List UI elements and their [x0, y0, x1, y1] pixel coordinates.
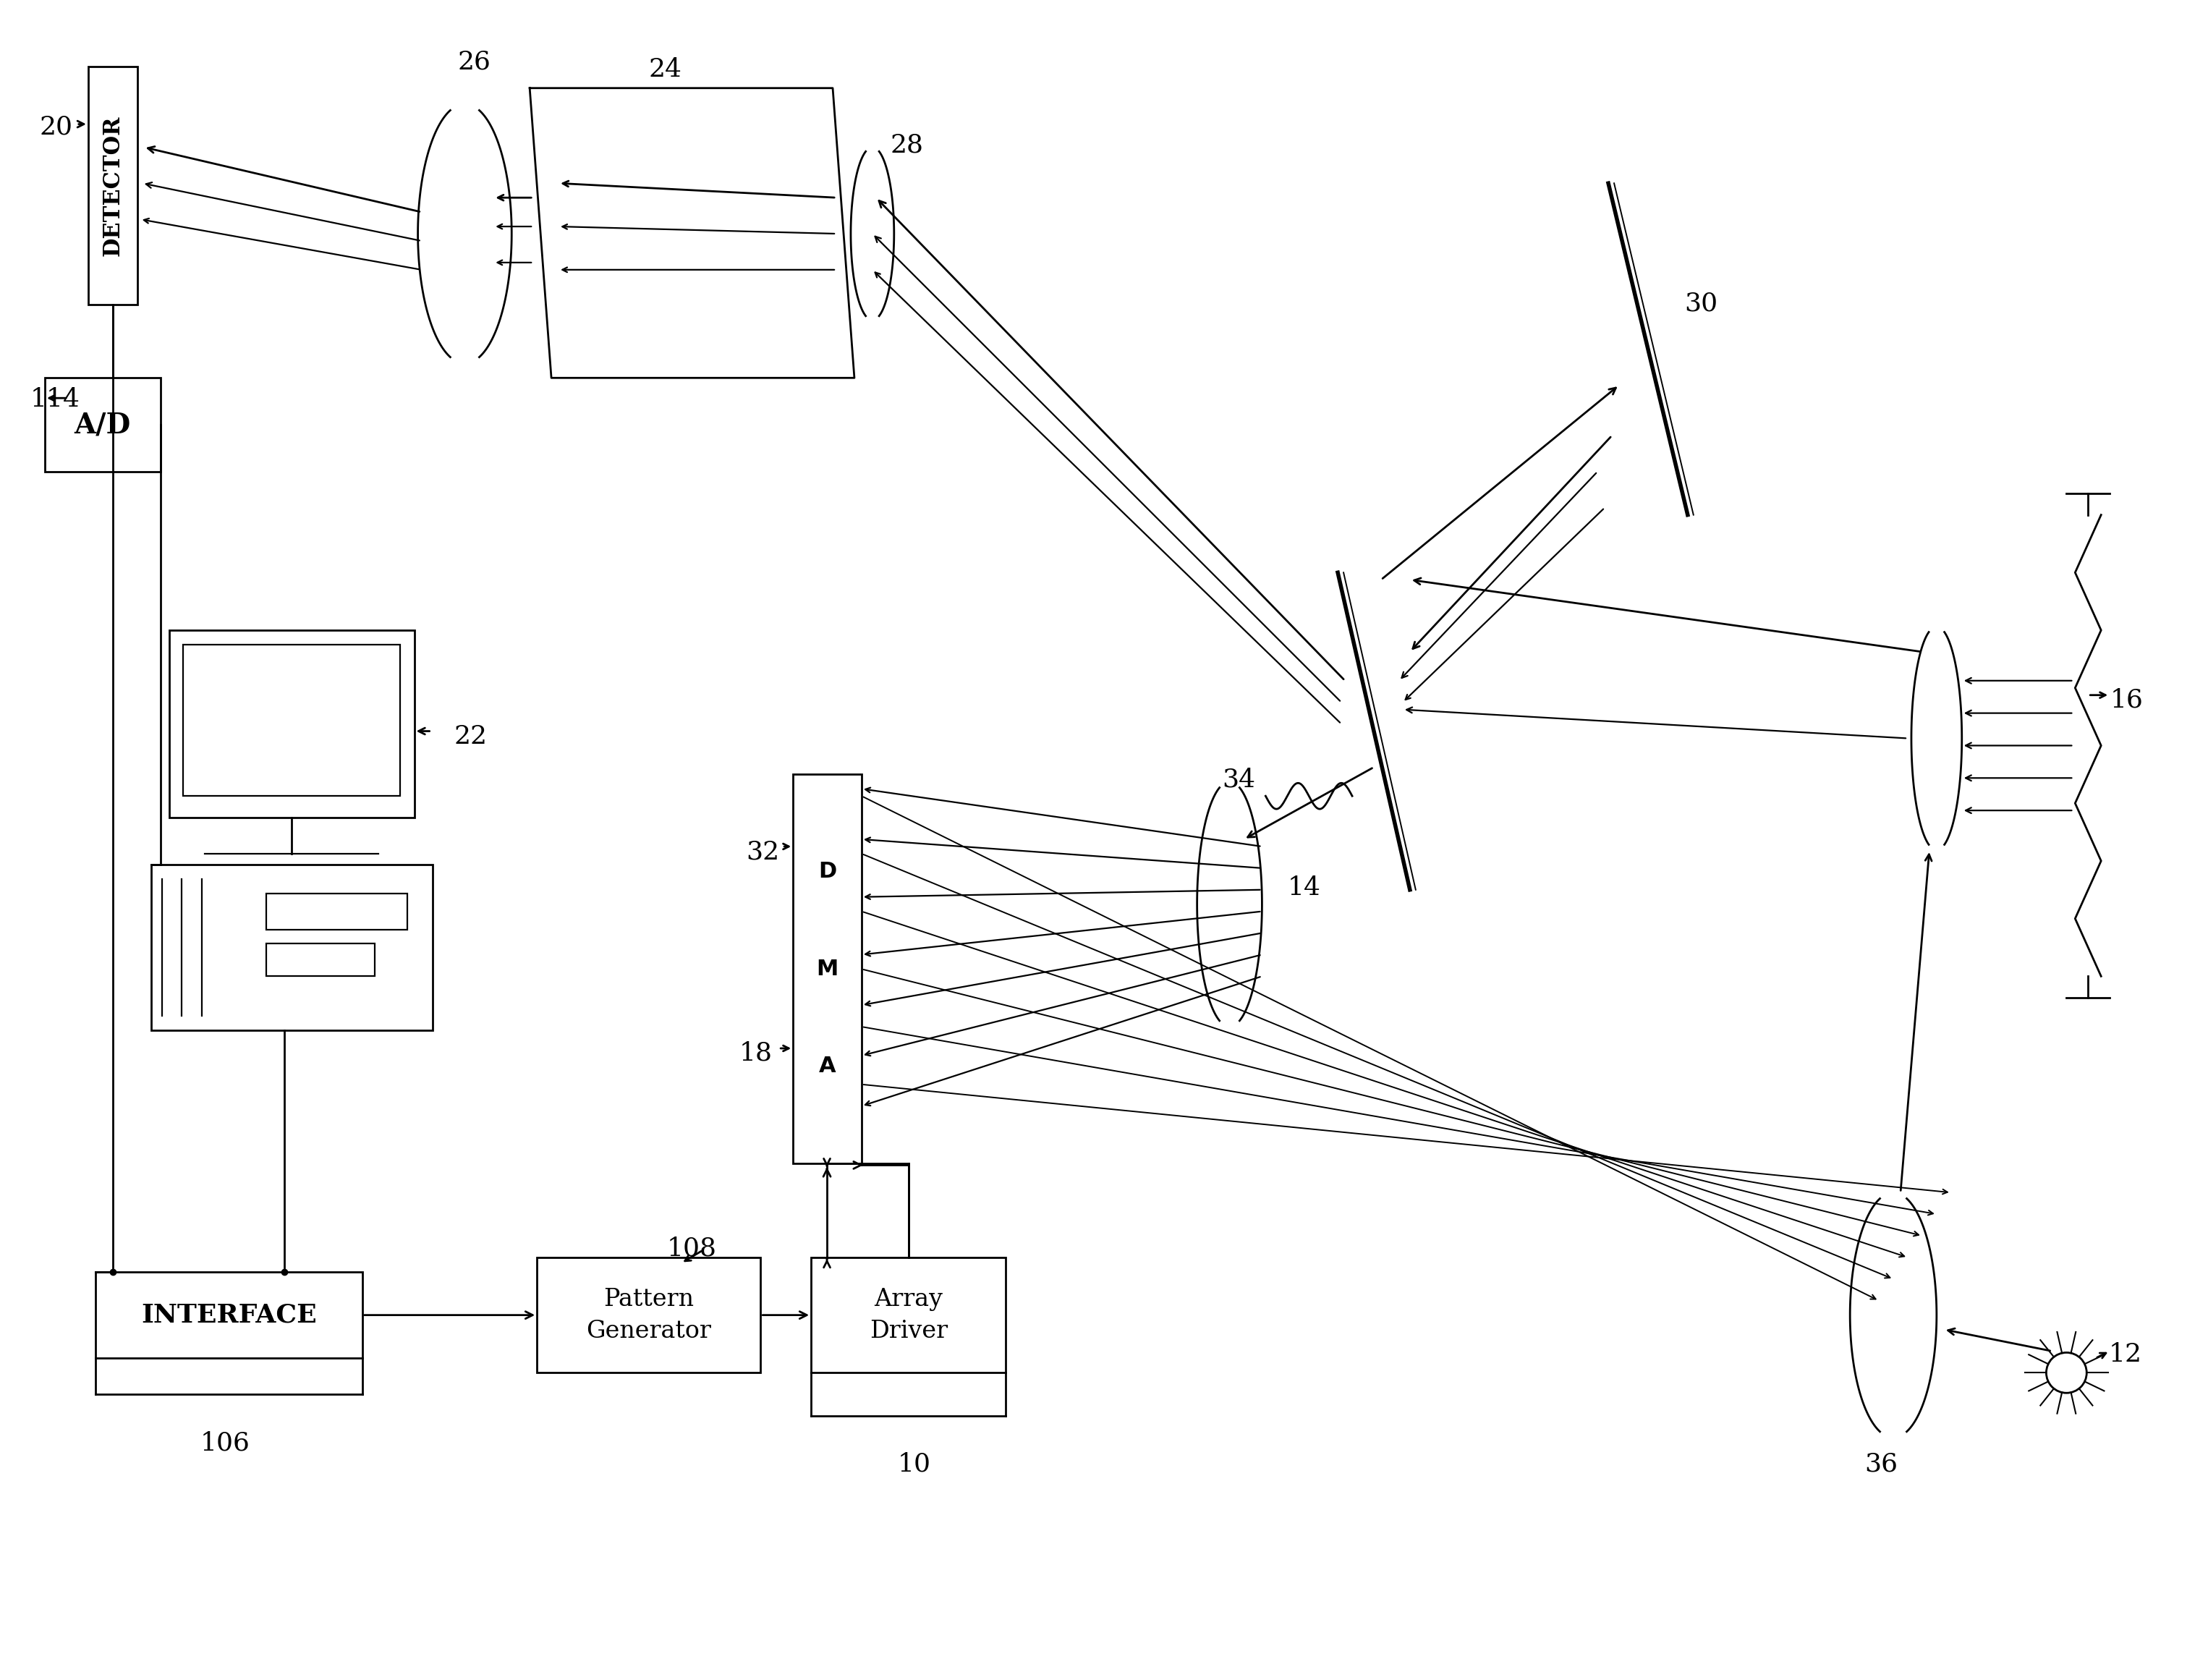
Text: Driver: Driver: [870, 1319, 947, 1342]
Text: 28: 28: [890, 133, 923, 158]
Text: A: A: [819, 1055, 837, 1077]
Text: A/D: A/D: [75, 412, 130, 438]
Text: M: M: [817, 959, 839, 979]
Bar: [150, 865, 433, 1030]
Text: 16: 16: [2111, 687, 2144, 712]
Bar: [170, 630, 415, 818]
Text: 20: 20: [40, 114, 73, 139]
Bar: [793, 774, 861, 1164]
Text: 34: 34: [1223, 768, 1256, 791]
Bar: [267, 944, 375, 976]
Bar: [88, 67, 137, 304]
Text: 12: 12: [2109, 1342, 2142, 1368]
Text: D: D: [819, 862, 837, 882]
Text: Pattern: Pattern: [603, 1287, 693, 1310]
Bar: [183, 645, 400, 796]
Text: 36: 36: [1864, 1452, 1897, 1477]
Text: INTERFACE: INTERFACE: [141, 1302, 316, 1327]
Text: 106: 106: [201, 1430, 250, 1455]
Text: 18: 18: [740, 1042, 773, 1065]
Bar: [537, 1257, 760, 1373]
Bar: [810, 1257, 1007, 1373]
Text: 14: 14: [1287, 875, 1320, 900]
Text: 32: 32: [746, 840, 779, 864]
Text: DETECTOR: DETECTOR: [102, 114, 124, 255]
Bar: [44, 378, 161, 472]
Text: Generator: Generator: [585, 1319, 711, 1342]
Text: 10: 10: [899, 1452, 932, 1477]
Text: 108: 108: [667, 1236, 718, 1260]
Text: 24: 24: [649, 57, 682, 82]
Text: 26: 26: [457, 50, 490, 74]
Bar: [267, 894, 406, 929]
Text: 114: 114: [31, 388, 79, 412]
Text: 22: 22: [455, 724, 488, 749]
Text: 30: 30: [1685, 291, 1718, 316]
Bar: [95, 1272, 362, 1359]
Text: Array: Array: [874, 1287, 943, 1310]
